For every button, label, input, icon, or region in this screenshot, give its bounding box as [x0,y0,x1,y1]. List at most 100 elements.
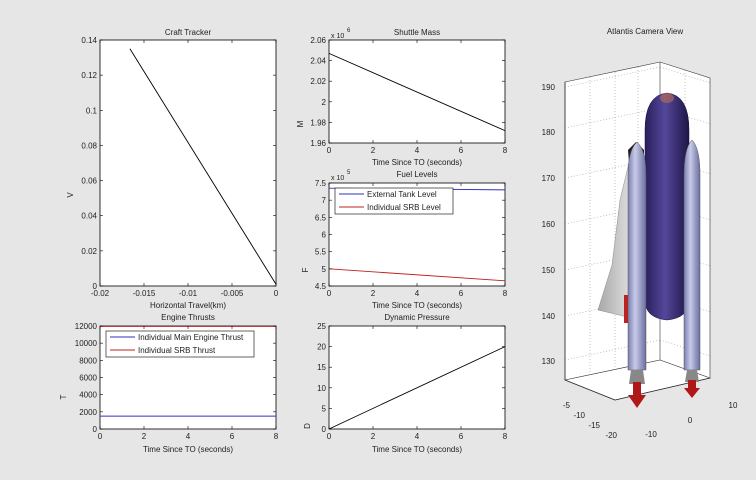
pressure-y-tick-label: 15 [317,363,326,372]
dynamic-pressure-title: Dynamic Pressure [384,313,450,322]
camera-z-tick: 140 [542,312,556,321]
mass-x-tick-label: 8 [503,146,508,155]
dynamic-pressure-ylabel: D [303,423,312,429]
right-srb-exhaust-arrow [684,380,700,398]
thrust-x-tick-label: 8 [274,432,279,441]
shuttle-mass-title: Shuttle Mass [394,28,440,37]
mass-y-tick-label: 1.96 [310,139,326,148]
pressure-y-tick-label: 0 [322,425,327,434]
camera-left-tick: -15 [588,421,600,430]
fuel-legend-label: External Tank Level [367,190,437,199]
craft-y-tick-label: 0.02 [81,247,97,256]
engine-thrusts-legend: Individual Main Engine Thrust Individual… [105,330,255,358]
camera-z-tick: 130 [542,357,556,366]
pressure-x-tick-label: 4 [415,432,420,441]
pressure-y-tick-label: 5 [322,404,327,413]
fuel-levels-ylabel: F [301,267,310,272]
pressure-x-tick-label: 8 [503,432,508,441]
dynamic-pressure-xlabel: Time Since TO (seconds) [372,445,462,454]
shuttle-mass-exponent-power: 6 [347,28,351,34]
mass-x-tick-label: 6 [459,146,464,155]
camera-z-tick: 190 [542,83,556,92]
craft-tracker-ylabel: V [66,192,75,198]
dynamic-pressure-panel: Dynamic Pressure Time Since TO (seconds)… [303,313,508,454]
craft-tracker-title: Craft Tracker [165,28,212,37]
fuel-y-tick-label: 7 [322,196,327,205]
fuel-levels-title: Fuel Levels [397,170,438,179]
camera-left-tick: -5 [563,401,571,410]
left-srb-nozzle [629,370,645,384]
craft-y-tick-label: 0.08 [81,141,97,150]
thrust-y-tick-label: 8000 [79,356,97,365]
camera-z-tick: 160 [542,220,556,229]
craft-x-tick-label: -0.005 [221,289,244,298]
engine-thrusts-title: Engine Thrusts [161,313,215,322]
craft-tracker-panel: Craft Tracker Horizontal Travel(km) V -0… [66,28,279,310]
mass-y-tick-label: 1.98 [310,118,326,127]
mass-y-tick-label: 2.04 [310,57,326,66]
craft-y-tick-label: 0 [93,282,98,291]
craft-x-tick-label: 0 [274,289,279,298]
mass-x-tick-label: 0 [327,146,332,155]
thrust-x-tick-label: 4 [186,432,191,441]
fuel-x-tick-label: 8 [503,289,508,298]
fuel-legend-box [334,187,454,215]
craft-y-tick-label: 0.06 [81,177,97,186]
thrust-legend-box [105,330,255,358]
camera-right-tick: 10 [729,401,738,410]
shuttle-mass-plot-area [328,39,506,144]
pressure-x-tick-label: 0 [327,432,332,441]
shuttle-mass-panel: Shuttle Mass Time Since TO (seconds) M x… [296,28,508,167]
thrust-x-tick-label: 0 [98,432,103,441]
thrust-legend-label: Individual Main Engine Thrust [138,333,244,342]
craft-y-tick-label: 0.14 [81,36,97,45]
camera-right-tick: 0 [688,416,693,425]
shuttle-mass-ylabel: M [296,120,305,127]
craft-tracker-xlabel: Horizontal Travel(km) [150,301,226,310]
fuel-levels-exponent: x 10 [331,175,344,182]
pressure-y-tick-label: 20 [317,343,326,352]
mass-y-tick-label: 2.06 [310,36,326,45]
thrust-y-tick-label: 10000 [75,339,98,348]
fuel-levels-exponent-power: 5 [347,170,351,176]
mass-x-tick-label: 2 [371,146,376,155]
thrust-x-tick-label: 2 [142,432,147,441]
craft-y-tick-label: 0.12 [81,71,97,80]
pressure-y-tick-label: 10 [317,384,326,393]
fuel-levels-panel: Fuel Levels Time Since TO (seconds) F x … [301,170,508,310]
camera-left-axis-line [564,379,616,401]
fuel-y-tick-label: 5.5 [315,248,327,257]
thrust-y-tick-label: 0 [93,425,98,434]
craft-tracker-plot-area [99,39,277,287]
camera-z-tick: 170 [542,174,556,183]
mass-y-tick-label: 2 [322,98,327,107]
thrust-legend-label: Individual SRB Thrust [138,346,216,355]
thrust-y-tick-label: 12000 [75,322,98,331]
camera-z-tick: 180 [542,128,556,137]
fuel-y-tick-label: 6.5 [315,213,327,222]
fuel-y-tick-label: 4.5 [315,282,327,291]
dynamic-pressure-plot-area [328,325,506,430]
craft-x-tick-label: -0.01 [179,289,198,298]
right-srb-nozzle [685,370,699,382]
pressure-y-tick-label: 25 [317,322,326,331]
camera-right-tick: -10 [645,430,657,439]
fuel-x-tick-label: 6 [459,289,464,298]
fuel-x-tick-label: 2 [371,289,376,298]
pressure-x-tick-label: 6 [459,432,464,441]
mass-x-tick-label: 4 [415,146,420,155]
craft-y-tick-label: 0.04 [81,212,97,221]
atlantis-camera-view: Atlantis Camera View 190 180 170 160 [542,27,738,440]
mass-y-tick-label: 2.02 [310,77,326,86]
fuel-x-tick-label: 0 [327,289,332,298]
fuel-series-line [328,268,506,282]
external-tank [644,92,690,321]
thrust-x-tick-label: 6 [230,432,235,441]
left-srb [627,141,647,371]
shuttle-mass-exponent: x 10 [331,33,344,40]
camera-left-tick: -10 [573,411,585,420]
thrust-y-tick-label: 6000 [79,374,97,383]
fuel-levels-xlabel: Time Since TO (seconds) [372,301,462,310]
engine-thrusts-ylabel: T [59,394,68,399]
